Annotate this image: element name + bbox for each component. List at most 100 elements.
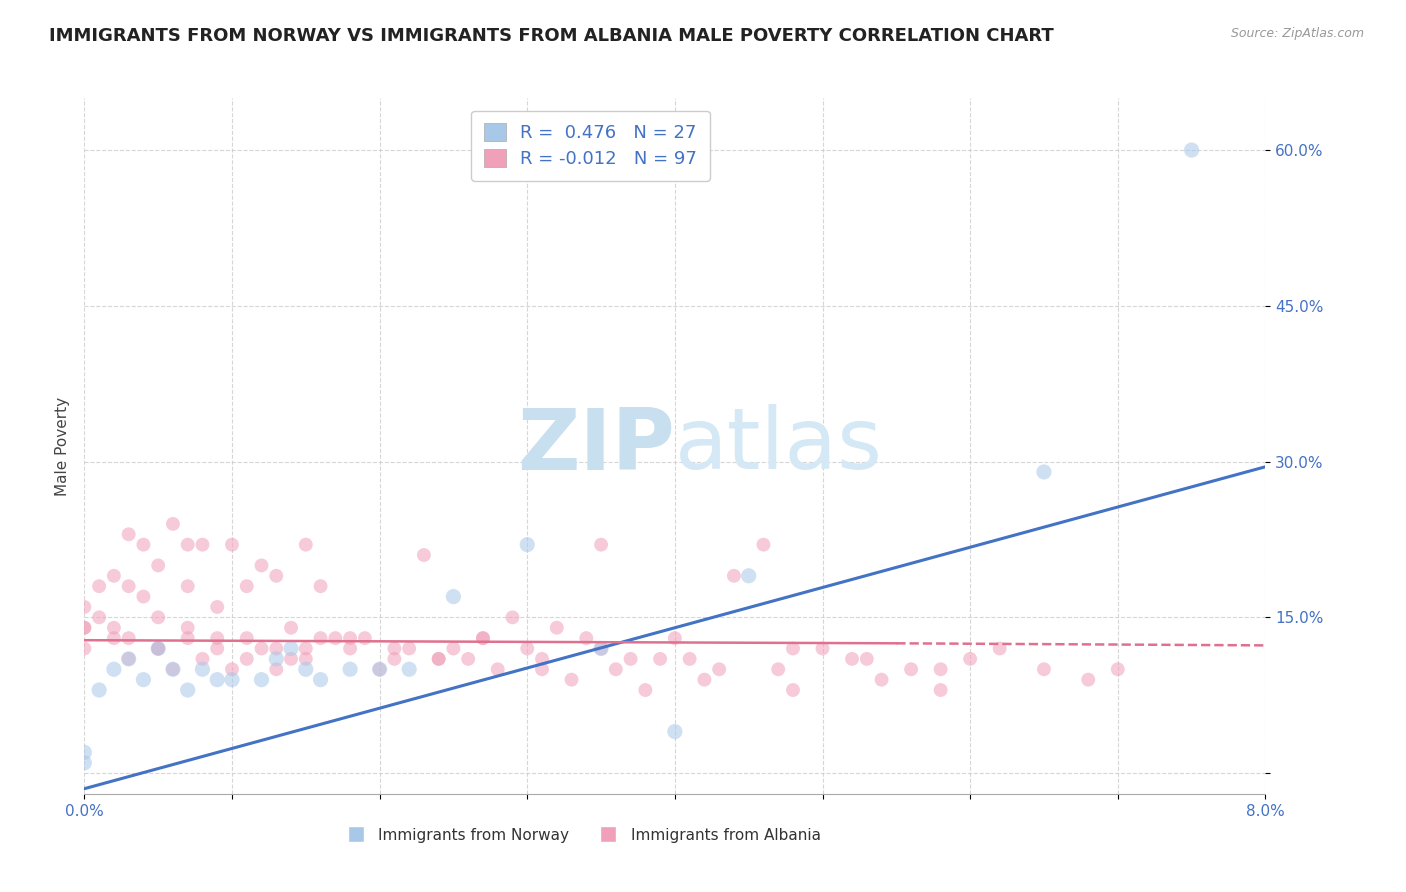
Point <box>148 641 170 656</box>
Point <box>664 631 686 645</box>
Text: Source: ZipAtlas.com: Source: ZipAtlas.com <box>1230 27 1364 40</box>
Point <box>250 558 273 573</box>
Point <box>118 652 141 666</box>
Point <box>118 652 141 666</box>
Point <box>561 673 583 687</box>
Point <box>472 631 495 645</box>
Point <box>870 673 893 687</box>
Point <box>398 662 420 676</box>
Point <box>531 652 554 666</box>
Point <box>531 662 554 676</box>
Point <box>413 548 436 562</box>
Point <box>309 673 332 687</box>
Point <box>929 683 952 698</box>
Point <box>339 631 361 645</box>
Point <box>502 610 524 624</box>
Point <box>900 662 922 676</box>
Point <box>280 652 302 666</box>
Point <box>752 538 775 552</box>
Point <box>959 652 981 666</box>
Point <box>738 569 761 583</box>
Point <box>87 579 111 593</box>
Point <box>384 641 406 656</box>
Point <box>221 662 243 676</box>
Point <box>325 631 347 645</box>
Point <box>207 631 229 645</box>
Point <box>250 673 273 687</box>
Point <box>295 652 318 666</box>
Point <box>1107 662 1129 676</box>
Point <box>782 641 804 656</box>
Point <box>339 662 361 676</box>
Point <box>384 652 406 666</box>
Point <box>841 652 863 666</box>
Point <box>693 673 716 687</box>
Point <box>768 662 790 676</box>
Point <box>295 641 318 656</box>
Point <box>1033 662 1056 676</box>
Point <box>472 631 495 645</box>
Point <box>103 631 125 645</box>
Point <box>87 610 111 624</box>
Point <box>148 610 170 624</box>
Point <box>546 621 568 635</box>
Point <box>162 516 184 531</box>
Point <box>664 724 686 739</box>
Point <box>339 641 361 656</box>
Point <box>264 641 288 656</box>
Point <box>264 662 288 676</box>
Point <box>723 569 745 583</box>
Point <box>619 652 641 666</box>
Text: ZIP: ZIP <box>517 404 675 488</box>
Point <box>1077 673 1099 687</box>
Point <box>118 631 141 645</box>
Point <box>679 652 702 666</box>
Point <box>264 569 288 583</box>
Point <box>191 538 214 552</box>
Point <box>103 621 125 635</box>
Text: IMMIGRANTS FROM NORWAY VS IMMIGRANTS FROM ALBANIA MALE POVERTY CORRELATION CHART: IMMIGRANTS FROM NORWAY VS IMMIGRANTS FRO… <box>49 27 1054 45</box>
Point <box>73 641 96 656</box>
Point <box>427 652 450 666</box>
Point <box>309 579 332 593</box>
Point <box>457 652 479 666</box>
Point <box>591 538 613 552</box>
Point <box>177 631 200 645</box>
Point <box>177 538 200 552</box>
Point <box>605 662 627 676</box>
Point <box>811 641 834 656</box>
Point <box>118 579 141 593</box>
Point <box>929 662 952 676</box>
Point <box>177 579 200 593</box>
Point <box>354 631 377 645</box>
Point <box>591 641 613 656</box>
Point <box>207 673 229 687</box>
Point <box>132 590 155 604</box>
Point <box>148 641 170 656</box>
Point <box>235 579 259 593</box>
Point <box>235 652 259 666</box>
Point <box>398 641 420 656</box>
Point <box>443 641 465 656</box>
Point <box>709 662 731 676</box>
Point <box>235 631 259 645</box>
Point <box>427 652 450 666</box>
Point <box>280 621 302 635</box>
Point <box>1033 465 1056 479</box>
Point <box>650 652 672 666</box>
Point <box>162 662 184 676</box>
Point <box>264 652 288 666</box>
Point <box>443 590 465 604</box>
Point <box>575 631 598 645</box>
Y-axis label: Male Poverty: Male Poverty <box>55 396 70 496</box>
Point <box>103 662 125 676</box>
Point <box>486 662 509 676</box>
Point <box>73 745 96 759</box>
Text: atlas: atlas <box>675 404 883 488</box>
Point <box>516 641 538 656</box>
Point <box>132 538 155 552</box>
Point <box>221 538 243 552</box>
Point <box>118 527 141 541</box>
Point <box>221 673 243 687</box>
Point <box>73 599 96 614</box>
